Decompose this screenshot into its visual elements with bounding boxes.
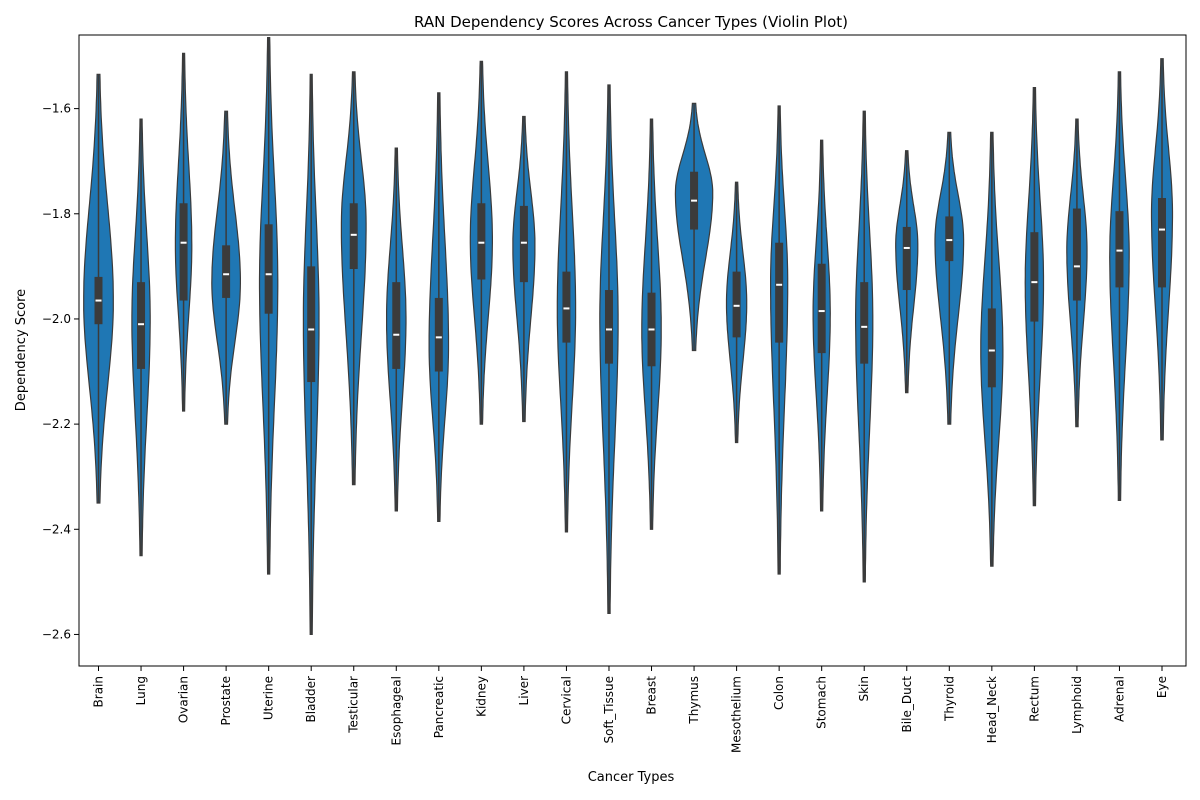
violin-group-colon: [770, 105, 789, 575]
x-tick-label-esophageal: Esophageal: [389, 676, 403, 745]
iqr-box: [349, 203, 358, 269]
iqr-box: [902, 226, 911, 291]
violin-group-prostate: [211, 110, 241, 425]
plot-frame: [78, 34, 1187, 667]
iqr-box: [604, 290, 613, 364]
x-tick-label-stomach: Stomach: [815, 676, 829, 729]
x-tick-label-mesothelium: Mesothelium: [730, 676, 744, 753]
plot-area: [83, 37, 1174, 635]
violin-group-testicular: [340, 71, 367, 486]
y-axis-label: Dependency Score: [14, 289, 29, 411]
violin-group-kidney: [469, 60, 493, 425]
iqr-box: [775, 242, 784, 343]
violin-group-bile-duct: [895, 150, 919, 394]
violin-group-bladder: [302, 73, 320, 635]
violin-group-pancreatic: [428, 92, 450, 522]
x-tick-label-thymus: Thymus: [687, 676, 701, 725]
violin-group-stomach: [812, 139, 831, 512]
iqr-box: [519, 205, 528, 283]
violin-group-ovarian: [174, 52, 193, 412]
violin-group-skin: [855, 110, 874, 583]
x-tick-label-bile-duct: Bile_Duct: [900, 676, 914, 733]
y-tick-label: −2.2: [42, 417, 71, 431]
violin-group-thymus: [674, 102, 714, 352]
x-tick-label-brain: Brain: [92, 676, 106, 707]
x-tick-label-adrenal: Adrenal: [1112, 676, 1126, 722]
violin-group-breast: [641, 118, 662, 530]
x-tick-label-ovarian: Ovarian: [177, 676, 191, 723]
x-tick-label-soft-tissue: Soft_Tissue: [602, 676, 616, 743]
iqr-box: [987, 308, 996, 388]
violin-group-uterine: [258, 37, 279, 575]
iqr-box: [137, 282, 146, 369]
y-tick-label: −2.6: [42, 627, 71, 641]
iqr-box: [1158, 198, 1166, 288]
x-axis: Brain Lung Ovarian Prostate Uterine Bladder Te…: [92, 666, 1169, 753]
iqr-box: [307, 266, 316, 383]
violin-group-brain: [83, 73, 114, 504]
y-tick-label: −2.4: [42, 522, 71, 536]
iqr-box: [1115, 211, 1124, 288]
iqr-box: [222, 245, 231, 298]
x-tick-label-rectum: Rectum: [1027, 676, 1041, 722]
x-tick-label-skin: Skin: [857, 676, 871, 702]
x-tick-label-eye: Eye: [1155, 676, 1169, 698]
y-axis: −2.6 −2.4 −2.2 −2.0 −1.8 −1.6: [42, 102, 79, 641]
x-tick-label-breast: Breast: [645, 676, 659, 715]
iqr-box: [477, 203, 486, 280]
x-tick-label-bladder: Bladder: [304, 676, 318, 723]
violin-group-lung: [131, 118, 151, 557]
violin-group-soft-tissue: [599, 84, 619, 614]
x-tick-label-colon: Colon: [772, 676, 786, 710]
violin-group-rectum: [1024, 87, 1045, 507]
violin-group-mesothelium: [725, 181, 748, 444]
violin-group-eye: [1150, 58, 1174, 441]
y-tick-label: −1.8: [42, 207, 71, 221]
iqr-box: [562, 271, 571, 343]
violin-group-head-neck: [980, 131, 1004, 567]
iqr-box: [392, 282, 401, 369]
violin-group-cervical: [556, 71, 577, 533]
violin-group-thyroid: [934, 131, 965, 425]
x-tick-label-prostate: Prostate: [219, 676, 233, 725]
x-tick-label-liver: Liver: [517, 676, 531, 706]
y-tick-label: −1.6: [42, 102, 71, 116]
x-tick-label-lymphoid: Lymphoid: [1070, 676, 1084, 734]
y-tick-label: −2.0: [42, 312, 71, 326]
x-tick-label-head-neck: Head_Neck: [985, 676, 999, 743]
chart-title: RAN Dependency Scores Across Cancer Type…: [414, 13, 848, 31]
x-tick-label-thyroid: Thyroid: [942, 676, 956, 722]
x-tick-label-kidney: Kidney: [474, 676, 488, 717]
x-tick-label-uterine: Uterine: [262, 676, 276, 720]
iqr-box: [264, 224, 273, 314]
iqr-box: [817, 263, 826, 354]
iqr-box: [860, 282, 869, 364]
x-tick-label-testicular: Testicular: [347, 676, 361, 734]
x-tick-label-pancreatic: Pancreatic: [432, 676, 446, 738]
violin-group-adrenal: [1109, 71, 1130, 501]
iqr-box: [945, 216, 954, 262]
iqr-box: [1072, 208, 1081, 301]
violin-group-lymphoid: [1066, 118, 1088, 428]
iqr-box: [434, 297, 443, 372]
violin-group-liver: [512, 115, 536, 423]
x-tick-label-lung: Lung: [134, 676, 148, 705]
iqr-box: [179, 203, 188, 301]
x-tick-label-cervical: Cervical: [559, 676, 573, 724]
iqr-box: [732, 271, 741, 338]
x-axis-label: Cancer Types: [588, 770, 675, 785]
iqr-box: [1030, 232, 1039, 322]
violin-group-esophageal: [386, 147, 407, 512]
